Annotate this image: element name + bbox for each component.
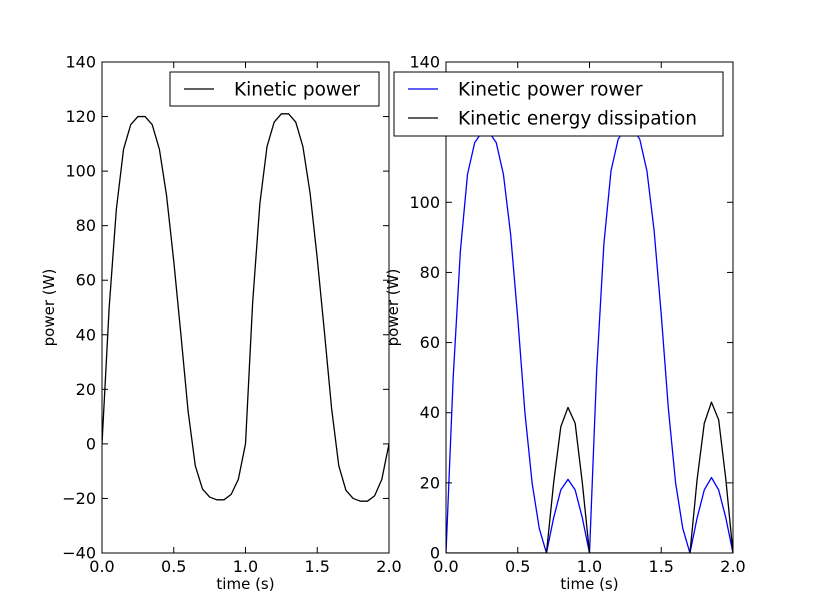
x-tick-label: 0.5 bbox=[505, 557, 530, 576]
series-line-1-1 bbox=[446, 401, 733, 553]
y-tick-label: 0 bbox=[86, 434, 96, 453]
y-axis-label: power (W) bbox=[384, 269, 402, 347]
legend: Kinetic power bbox=[169, 71, 380, 107]
legend-entry: Kinetic energy dissipation bbox=[458, 109, 697, 130]
y-tick-label: 80 bbox=[76, 216, 96, 235]
legend: Kinetic power rower Kinetic energy dissip… bbox=[393, 71, 724, 137]
axes-frame bbox=[101, 61, 390, 554]
x-tick-label: 1.0 bbox=[577, 557, 602, 576]
x-axis-label: time (s) bbox=[560, 575, 618, 593]
y-tick-label: 80 bbox=[420, 263, 440, 282]
x-axis-label: time (s) bbox=[216, 575, 274, 593]
y-tick-label: 20 bbox=[420, 473, 440, 492]
y-tick-label: 0 bbox=[430, 544, 440, 563]
y-tick-label: 40 bbox=[420, 403, 440, 422]
series-line-0-0 bbox=[102, 113, 389, 502]
legend-box bbox=[393, 71, 724, 137]
y-tick-label: 20 bbox=[76, 380, 96, 399]
y-axis-label: power (W) bbox=[40, 269, 58, 347]
y-tick-label: 140 bbox=[65, 53, 96, 72]
y-tick-label: 60 bbox=[76, 271, 96, 290]
y-tick-label: −40 bbox=[62, 544, 96, 563]
x-tick-label: 1.5 bbox=[649, 557, 674, 576]
y-tick-label: 140 bbox=[409, 53, 440, 72]
y-tick-label: 100 bbox=[65, 162, 96, 181]
axes-frame bbox=[445, 61, 734, 554]
y-tick-label: 100 bbox=[409, 193, 440, 212]
x-tick-label: 2.0 bbox=[720, 557, 745, 576]
x-tick-label: 1.5 bbox=[305, 557, 330, 576]
y-tick-label: −20 bbox=[62, 489, 96, 508]
x-tick-label: 0.0 bbox=[433, 557, 458, 576]
x-tick-label: 0.0 bbox=[89, 557, 114, 576]
y-tick-label: 120 bbox=[65, 107, 96, 126]
legend-entry: Kinetic power rower bbox=[458, 80, 643, 101]
right-chart: 0.0 0.5 1.0 1.5 2.0 0 20 40 60 80 100 140 time (s) po… bbox=[384, 53, 746, 594]
y-tick-label: 60 bbox=[420, 333, 440, 352]
left-chart: 0.0 0.5 1.0 1.5 2.0 −40 −20 0 20 40 60 80 100 120 140 t… bbox=[40, 53, 402, 594]
y-tick-label: 40 bbox=[76, 325, 96, 344]
series-line-1-0 bbox=[446, 127, 733, 553]
x-tick-label: 1.0 bbox=[233, 557, 258, 576]
legend-entry: Kinetic power bbox=[234, 80, 360, 101]
x-tick-label: 2.0 bbox=[376, 557, 401, 576]
x-tick-label: 0.5 bbox=[161, 557, 186, 576]
